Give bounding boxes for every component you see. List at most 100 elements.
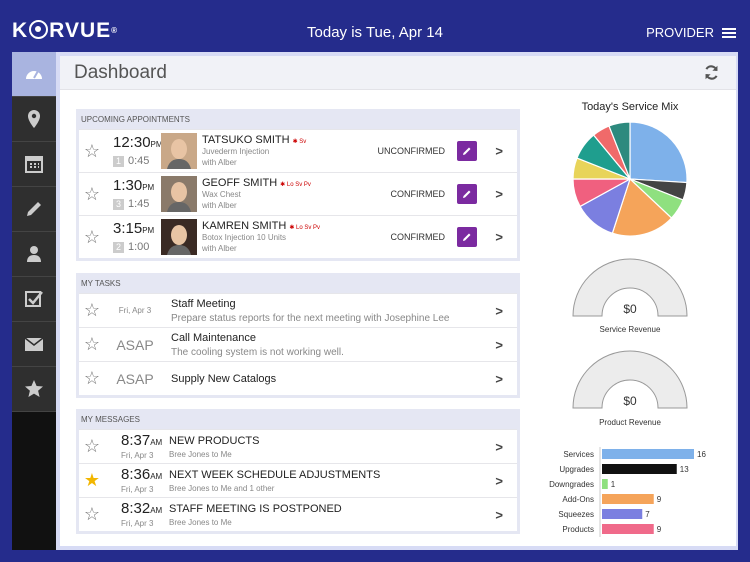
client-photo — [161, 133, 197, 169]
message-time: 8:32AM — [121, 500, 163, 517]
gauge-value: $0 — [623, 302, 637, 316]
star-outline-icon[interactable]: ☆ — [83, 140, 101, 161]
client-photo — [161, 176, 197, 212]
bar-value: 9 — [657, 495, 662, 504]
message-time: 8:36AM — [121, 466, 163, 483]
pencil-icon — [463, 233, 471, 241]
chart-title: Today's Service Mix — [581, 101, 679, 113]
chevron-right-icon[interactable]: > — [495, 371, 503, 386]
star-outline-icon[interactable]: ☆ — [83, 436, 101, 456]
task-row[interactable]: ☆ Fri, Apr 3 Staff Meeting Prepare status… — [79, 293, 517, 327]
message-date: Fri, Apr 3 — [121, 485, 154, 494]
pie-slice — [629, 121, 688, 184]
sidebar-item-calendar[interactable] — [12, 142, 56, 187]
provider-label: PROVIDER — [646, 25, 714, 40]
task-row[interactable]: ☆ ASAP Call Maintenance The cooling syste… — [79, 327, 517, 361]
appointment-time: 1:30PM — [113, 177, 155, 194]
location-icon — [28, 110, 40, 128]
message-subject: NEW PRODUCTS — [169, 434, 260, 447]
appointment-row[interactable]: ☆ 3:15PM 2 1:00 KAMREN SMITH ✱ Lo Sv Pv Bo… — [79, 215, 517, 258]
gauge-arc — [572, 258, 688, 317]
appointment-status: CONFIRMED — [390, 189, 446, 199]
appointment-duration: 2 1:00 — [113, 241, 161, 253]
bar-value: 16 — [697, 450, 706, 459]
client-photo — [161, 219, 197, 255]
provider-menu[interactable]: PROVIDER — [646, 25, 736, 40]
bar — [602, 524, 654, 534]
edit-button[interactable] — [457, 141, 477, 161]
chevron-right-icon[interactable]: > — [495, 303, 503, 318]
sidebar-item-messages[interactable] — [12, 322, 56, 367]
gauge-arc — [572, 350, 688, 409]
message-row[interactable]: ☆ 8:37AM Fri, Apr 3 NEW PRODUCTS Bree Jone… — [79, 429, 517, 463]
bar-label: Downgrades — [549, 480, 594, 489]
bar-label: Add-Ons — [562, 495, 594, 504]
product-revenue-gauge: $0 — [572, 350, 688, 409]
task-row[interactable]: ☆ ASAP Supply New Catalogs > — [79, 361, 517, 395]
task-date: ASAP — [116, 370, 154, 387]
appointment-status: UNCONFIRMED — [377, 146, 446, 156]
appointment-count-badge: 2 — [113, 242, 124, 253]
chevron-right-icon[interactable]: > — [495, 439, 503, 454]
service-name: Botox Injection 10 Units — [202, 233, 287, 242]
hamburger-icon[interactable] — [722, 26, 736, 40]
message-row[interactable]: ★ 8:36AM Fri, Apr 3 NEXT WEEK SCHEDULE AD… — [79, 463, 517, 497]
edit-button[interactable] — [457, 184, 477, 204]
star-outline-icon[interactable]: ☆ — [83, 226, 101, 247]
task-title: Call Maintenance — [171, 331, 256, 344]
chevron-right-icon[interactable]: > — [495, 507, 503, 522]
korvue-logo: K RVUE® — [12, 19, 119, 42]
chevron-right-icon[interactable]: > — [495, 473, 503, 488]
sidebar-item-clients[interactable] — [12, 232, 56, 277]
appointment-row[interactable]: ☆ 12:30PM 1 0:45 TATSUKO SMITH ✱ Sv Juvede… — [79, 129, 517, 172]
gauge-label: Service Revenue — [599, 325, 661, 334]
task-description: Prepare status reports for the next meet… — [171, 312, 450, 324]
bar-value: 1 — [611, 480, 616, 489]
sidebar-item-tasks[interactable] — [12, 277, 56, 322]
chevron-right-icon[interactable]: > — [495, 143, 503, 159]
client-tags: ✱ Lo Sv Pv — [289, 225, 321, 231]
sidebar-item-notes[interactable] — [12, 187, 56, 232]
mail-icon — [24, 337, 44, 351]
appointment-count-badge: 1 — [113, 156, 124, 167]
message-sender: Bree Jones to Me — [169, 517, 232, 527]
sidebar-item-location[interactable] — [12, 97, 56, 142]
appointment-row[interactable]: ☆ 1:30PM 3 1:45 GEOFF SMITH ✱ Lo Sv Pv Wax… — [79, 172, 517, 215]
bar — [602, 449, 694, 459]
star-outline-icon[interactable]: ☆ — [83, 368, 101, 388]
client-name: TATSUKO SMITH ✱ Sv — [202, 134, 307, 146]
bar-label: Squeezes — [558, 510, 594, 519]
service-mix-pie-chart — [572, 121, 688, 237]
message-sender: Bree Jones to Me — [169, 449, 232, 459]
chevron-right-icon[interactable]: > — [495, 337, 503, 352]
dashboard-icon — [26, 70, 42, 79]
sidebar-item-favorites[interactable] — [12, 367, 56, 412]
bar-value: 9 — [657, 525, 662, 534]
page-header: Dashboard — [60, 56, 736, 90]
person-icon — [27, 246, 41, 262]
service-count-bar-chart: Services 16 Upgrades 13 Downgrades 1 Add-Ons 9 S… — [549, 447, 706, 537]
edit-button[interactable] — [457, 227, 477, 247]
task-title: Supply New Catalogs — [171, 372, 277, 385]
client-name: GEOFF SMITH ✱ Lo Sv Pv — [202, 177, 311, 189]
upcoming-appointments-section: UPCOMING APPOINTMENTS ☆ 12:30PM 1 0:45 TA… — [76, 109, 520, 261]
star-outline-icon[interactable]: ☆ — [83, 183, 101, 204]
star-outline-icon[interactable]: ☆ — [83, 300, 101, 320]
pencil-icon — [463, 147, 471, 155]
pencil-icon — [27, 202, 41, 216]
my-messages-section: MY MESSAGES ☆ 8:37AM Fri, Apr 3 NEW PRODU… — [76, 409, 520, 534]
star-outline-icon[interactable]: ☆ — [83, 334, 101, 354]
star-outline-icon[interactable]: ☆ — [83, 504, 101, 524]
sidebar-item-dashboard[interactable] — [12, 52, 56, 97]
message-date: Fri, Apr 3 — [121, 451, 154, 460]
message-row[interactable]: ☆ 8:32AM Fri, Apr 3 STAFF MEETING IS POST… — [79, 497, 517, 531]
section-header: UPCOMING APPOINTMENTS — [81, 115, 190, 124]
page-title: Dashboard — [74, 61, 167, 83]
provider-name: with Alber — [202, 201, 237, 210]
chevron-right-icon[interactable]: > — [495, 186, 503, 202]
refresh-icon[interactable] — [703, 64, 720, 81]
bar-label: Products — [562, 525, 594, 534]
star-filled-icon[interactable]: ★ — [83, 470, 101, 490]
provider-name: with Alber — [202, 158, 237, 167]
chevron-right-icon[interactable]: > — [495, 229, 503, 245]
